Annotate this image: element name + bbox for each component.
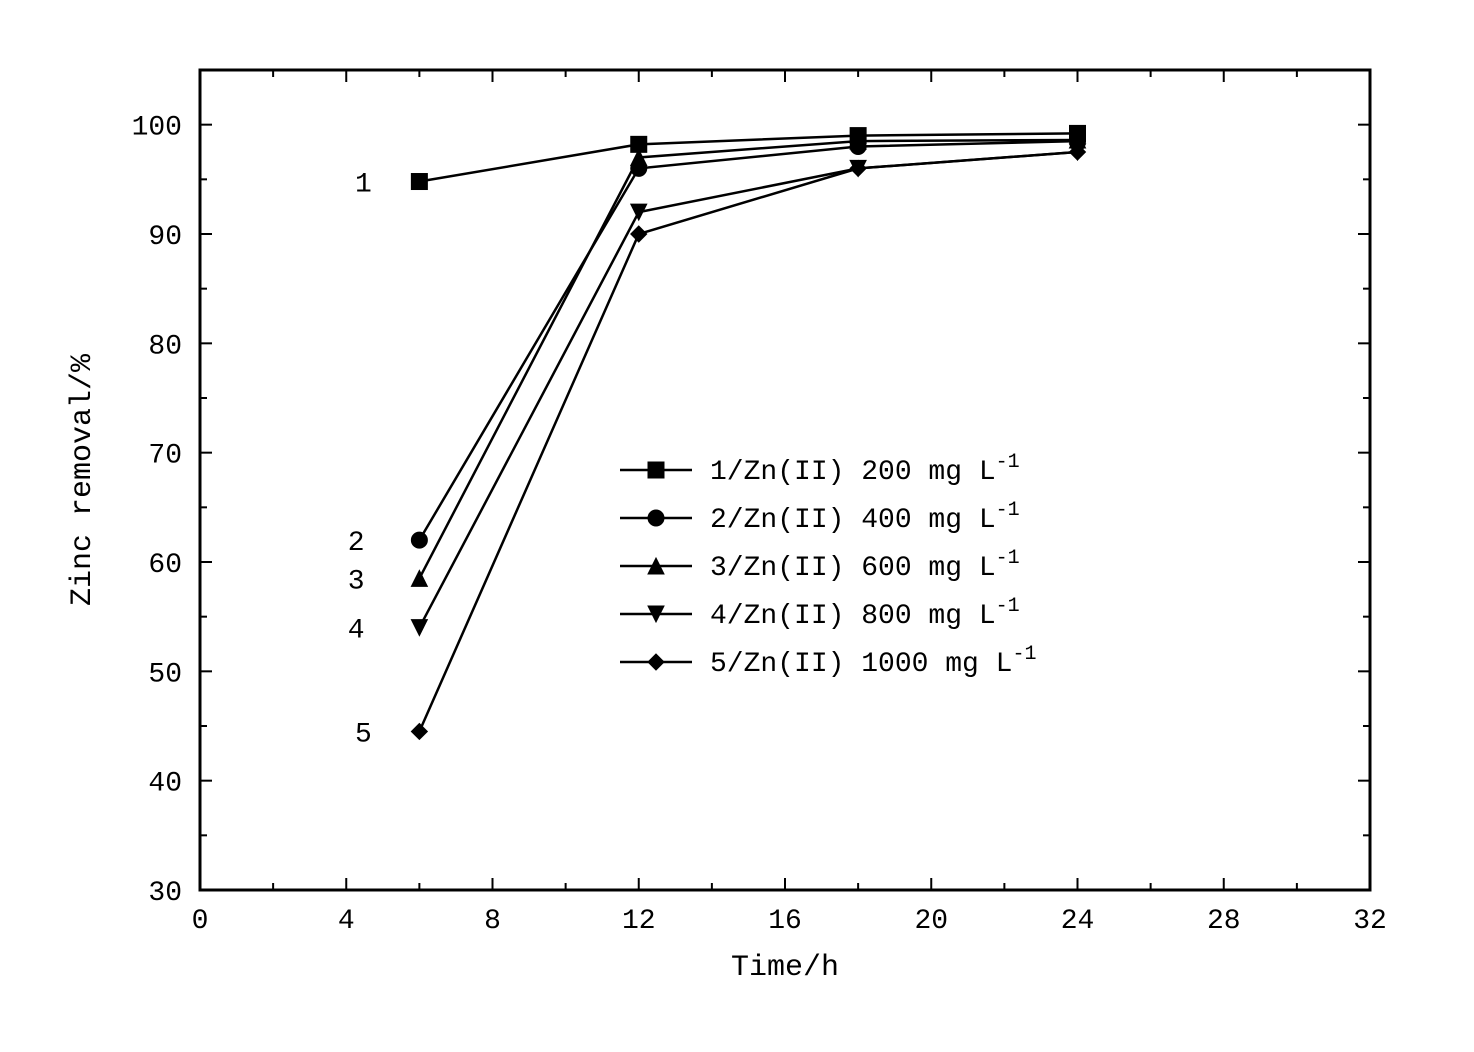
marker-square — [648, 462, 664, 478]
x-tick-label: 4 — [338, 906, 355, 937]
x-tick-label: 8 — [484, 906, 501, 937]
x-tick-label: 24 — [1061, 906, 1095, 937]
legend-label-5: 5/Zn(II) 1000 mg L-1 — [710, 643, 1036, 680]
y-tick-label: 70 — [148, 441, 182, 472]
series-4-inline-label: 4 — [348, 616, 365, 647]
legend-label-3: 3/Zn(II) 600 mg L-1 — [710, 547, 1020, 584]
x-tick-label: 16 — [768, 906, 802, 937]
series-5-inline-label: 5 — [355, 719, 372, 750]
y-axis-label: Zinc removal/% — [66, 353, 100, 606]
y-tick-label: 90 — [148, 222, 182, 253]
legend-label-2: 2/Zn(II) 400 mg L-1 — [710, 499, 1020, 536]
marker-square — [411, 174, 427, 190]
y-tick-label: 80 — [148, 331, 182, 362]
x-tick-label: 12 — [622, 906, 656, 937]
y-tick-label: 50 — [148, 659, 182, 690]
x-tick-label: 20 — [914, 906, 948, 937]
series-1-inline-label: 1 — [355, 170, 372, 201]
y-tick-label: 30 — [148, 878, 182, 909]
x-axis-label: Time/h — [731, 951, 839, 985]
series-3-inline-label: 3 — [348, 566, 365, 597]
series-2-inline-label: 2 — [348, 528, 365, 559]
zinc-removal-chart: 048121620242832Time/h30405060708090100Zi… — [0, 0, 1474, 1052]
y-tick-label: 60 — [148, 550, 182, 581]
marker-circle — [648, 510, 664, 526]
marker-circle — [411, 532, 427, 548]
x-tick-label: 0 — [192, 906, 209, 937]
legend-label-1: 1/Zn(II) 200 mg L-1 — [710, 451, 1020, 488]
legend-label-4: 4/Zn(II) 800 mg L-1 — [710, 595, 1020, 632]
y-tick-label: 100 — [132, 113, 182, 144]
x-tick-label: 28 — [1207, 906, 1241, 937]
chart-svg: 048121620242832Time/h30405060708090100Zi… — [0, 0, 1474, 1052]
x-tick-label: 32 — [1353, 906, 1387, 937]
y-tick-label: 40 — [148, 769, 182, 800]
